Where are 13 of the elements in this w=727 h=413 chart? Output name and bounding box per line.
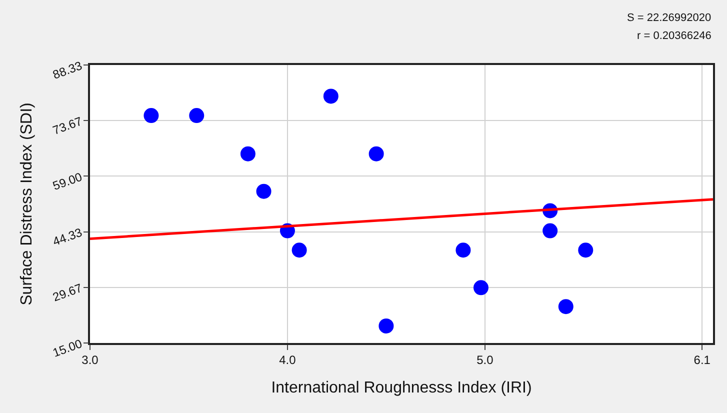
x-tick-label: 6.1 (694, 353, 711, 368)
y-tick-label: 44.33 (50, 225, 84, 249)
x-tick-label: 5.0 (476, 353, 494, 368)
x-axis-title: International Roughnesss Index (IRI) (271, 379, 532, 396)
y-tick-label: 73.67 (50, 114, 84, 138)
text: S = 22.26992020 (627, 12, 712, 24)
y-tick-label: 88.33 (50, 58, 84, 82)
y-tick-label: 59.00 (50, 170, 84, 194)
y-tick-label: 29.67 (50, 280, 84, 304)
y-axis-title: Surface Distress Index (SDI) (18, 102, 36, 306)
x-tick-label: 4.0 (279, 353, 296, 368)
x-tick-label: 3.0 (82, 353, 99, 368)
text: r = 0.20366246 (637, 30, 712, 42)
